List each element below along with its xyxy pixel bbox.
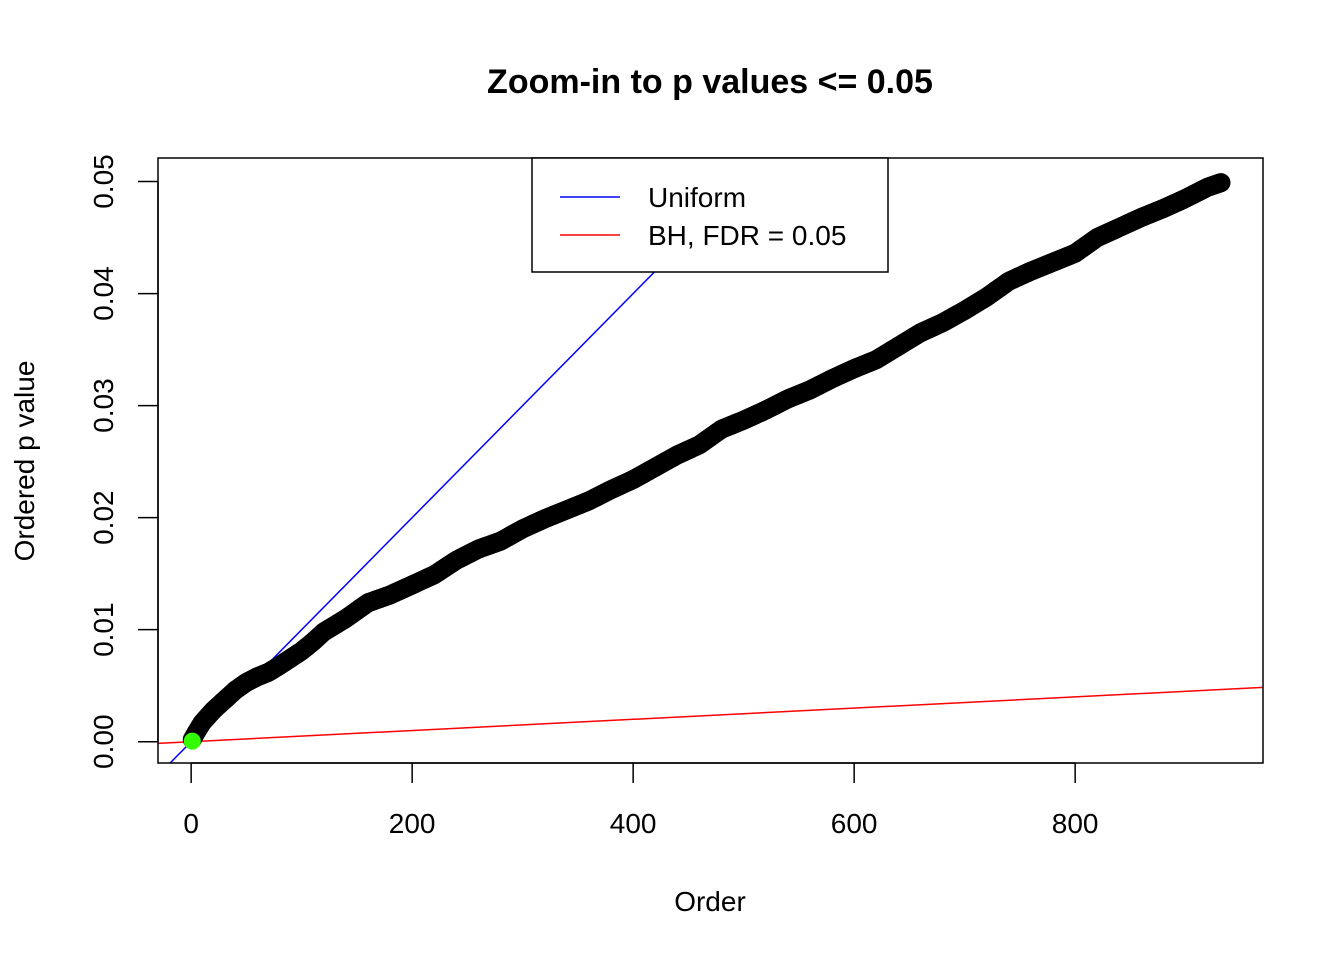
x-tick-label: 800 (1052, 808, 1099, 839)
x-axis-label: Order (674, 886, 746, 917)
y-axis: 0.00 0.01 0.02 0.03 0.04 0.05 (88, 154, 159, 769)
legend-label-uniform: Uniform (648, 182, 746, 213)
y-tick-label: 0.04 (88, 266, 119, 321)
legend: Uniform BH, FDR = 0.05 (531, 157, 889, 273)
y-tick-label: 0.00 (88, 714, 119, 769)
data-point (1211, 173, 1231, 193)
x-tick-label: 400 (610, 808, 657, 839)
reference-lines (158, 158, 1263, 763)
x-tick-label: 200 (389, 808, 436, 839)
y-tick-label: 0.03 (88, 378, 119, 433)
y-axis-label: Ordered p value (9, 361, 40, 562)
y-tick-label: 0.02 (88, 490, 119, 545)
x-tick-label: 0 (183, 808, 199, 839)
x-tick-label: 600 (831, 808, 878, 839)
data-points (182, 173, 1231, 750)
uniform-line (169, 158, 768, 763)
legend-box (531, 157, 889, 273)
bh-fdr-0-05-line (158, 686, 1263, 745)
x-axis: 0 200 400 600 800 (183, 762, 1099, 839)
significant-point (183, 732, 201, 750)
chart-title: Zoom-in to p values <= 0.05 (487, 63, 933, 101)
y-tick-label: 0.01 (88, 602, 119, 657)
y-tick-label: 0.05 (88, 154, 119, 209)
legend-label-bh-fdr: BH, FDR = 0.05 (648, 220, 846, 251)
